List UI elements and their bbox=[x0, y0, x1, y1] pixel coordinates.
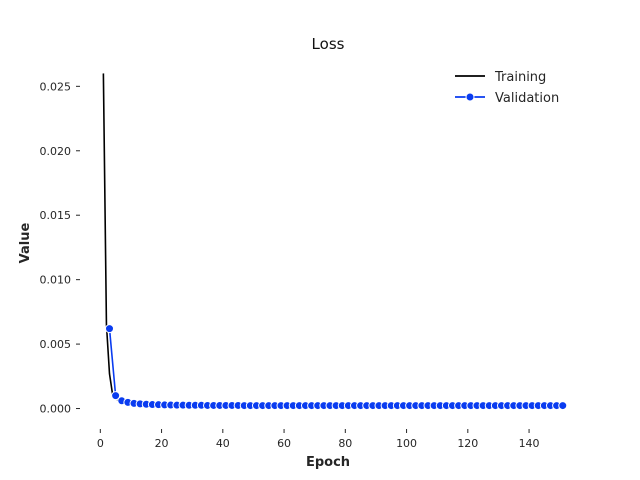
y-tick-label: 0.010 bbox=[40, 274, 72, 287]
x-tick-label: 140 bbox=[519, 437, 540, 450]
y-tick-label: 0.000 bbox=[40, 403, 72, 416]
x-tick-label: 100 bbox=[396, 437, 417, 450]
y-axis: 0.000 0.005 0.010 0.015 0.020 0.025 bbox=[40, 80, 80, 416]
y-tick-label: 0.015 bbox=[40, 209, 72, 222]
x-tick-label: 60 bbox=[277, 437, 291, 450]
x-tick-label: 40 bbox=[216, 437, 230, 450]
y-tick-label: 0.020 bbox=[40, 145, 72, 158]
legend-validation-label: Validation bbox=[495, 91, 559, 106]
x-tick-label: 80 bbox=[338, 437, 352, 450]
legend: Training Validation bbox=[455, 70, 559, 106]
x-tick-label: 120 bbox=[457, 437, 478, 450]
chart-title: Loss bbox=[312, 35, 345, 53]
y-tick-label: 0.005 bbox=[40, 338, 72, 351]
validation-data-point bbox=[111, 391, 121, 401]
y-tick-label: 0.025 bbox=[40, 80, 72, 93]
training-series-line bbox=[102, 73, 563, 407]
x-axis-label: Epoch bbox=[306, 455, 350, 470]
x-tick-label: 20 bbox=[155, 437, 169, 450]
plot-area bbox=[102, 73, 568, 411]
x-axis: 0 20 40 60 80 100 120 140 bbox=[97, 429, 540, 450]
validation-data-point bbox=[105, 324, 114, 334]
validation-series-line bbox=[108, 328, 563, 407]
legend-validation-marker bbox=[465, 92, 475, 102]
x-tick-label: 0 bbox=[97, 437, 104, 450]
validation-data-point bbox=[558, 401, 568, 411]
y-axis-label: Value bbox=[18, 222, 33, 263]
legend-training-label: Training bbox=[494, 70, 546, 85]
